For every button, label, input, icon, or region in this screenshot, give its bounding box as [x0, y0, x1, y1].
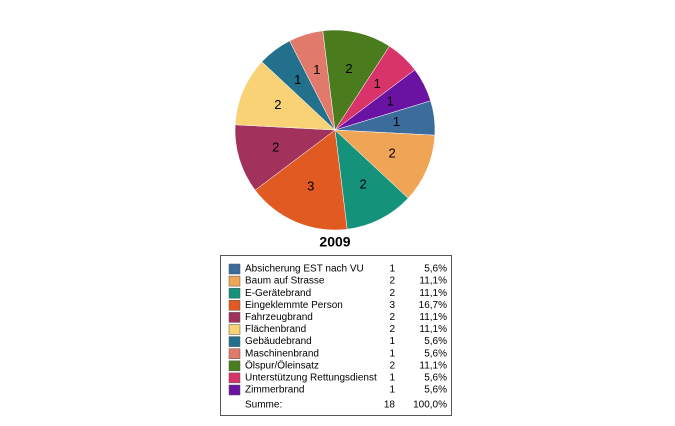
legend-count: 2	[389, 276, 395, 287]
legend-swatch	[228, 324, 241, 335]
pie-slice	[234, 124, 336, 191]
legend-share: 11,1%	[419, 288, 447, 299]
legend-count: 1	[389, 348, 395, 359]
legend-swatch	[228, 360, 241, 372]
legend-count: 1	[389, 373, 395, 384]
legend-label: Flächenbrand	[245, 324, 306, 335]
slice-label: 3	[307, 179, 314, 194]
pie-slice	[322, 29, 390, 131]
legend-count: 2	[389, 288, 395, 299]
slice-label: 2	[388, 146, 395, 161]
legend-label: Baum auf Strasse	[245, 276, 325, 287]
legend-share: 16,7%	[419, 300, 447, 311]
legend-share: 5,6%	[424, 336, 447, 347]
legend-share: 11,1%	[419, 324, 447, 335]
slice-label: 2	[345, 61, 352, 76]
slice-label: 1	[374, 76, 381, 91]
legend-label: Fahrzeugbrand	[245, 312, 313, 323]
legend-label: Maschinenbrand	[245, 348, 319, 359]
legend-swatch	[228, 384, 241, 396]
slice-label: 2	[360, 177, 367, 192]
legend-swatch	[228, 336, 241, 347]
legend-share: 5,6%	[424, 373, 447, 384]
chart-title: 2009	[319, 234, 350, 250]
legend-count: 2	[389, 312, 395, 323]
legend-share: 11,1%	[419, 312, 447, 323]
slice-label: 1	[313, 62, 320, 77]
legend-swatch	[228, 312, 241, 323]
legend-label: Eingeklemmte Person	[245, 300, 343, 311]
pie-slice	[334, 129, 436, 199]
legend-swatch	[228, 372, 241, 384]
slice-label: 1	[294, 72, 301, 87]
pie-slice	[254, 129, 348, 231]
legend-label: Unterstützung Rettungsdienst	[245, 373, 377, 384]
legend-count: 1	[389, 385, 395, 396]
pie-slice	[334, 69, 431, 131]
legend-swatch	[228, 348, 241, 359]
legend-label: Absicherung EST nach VU	[245, 264, 364, 275]
legend-share: 11,1%	[419, 276, 447, 287]
pie-slice	[334, 129, 409, 230]
legend-label: Ölspur/Öleinsatz	[245, 359, 319, 371]
slice-label: 2	[272, 140, 279, 155]
legend-label: Zimmerbrand	[245, 385, 304, 396]
legend-swatch	[228, 263, 241, 275]
legend-share: 5,6%	[424, 348, 447, 359]
legend-count: 2	[389, 324, 395, 335]
legend-swatch	[228, 300, 241, 311]
legend-count: 1	[389, 264, 395, 275]
total-label: Summe:	[245, 400, 282, 411]
legend-label: E-Gerätebrand	[245, 288, 311, 299]
legend-count: 3	[389, 300, 395, 311]
legend-share: 5,6%	[424, 264, 447, 275]
legend-box	[220, 255, 452, 416]
legend-count: 1	[389, 336, 395, 347]
legend-share: 11,1%	[419, 360, 447, 371]
legend-swatch	[228, 287, 241, 299]
slice-label: 2	[274, 97, 281, 112]
legend-label: Gebäudebrand	[245, 336, 312, 347]
slice-label: 1	[387, 93, 394, 108]
legend-swatch	[228, 275, 241, 287]
slice-label: 1	[393, 114, 400, 129]
legend-share: 5,6%	[424, 385, 447, 396]
total-share: 100,0%	[413, 400, 447, 411]
total-count: 18	[384, 400, 396, 411]
legend-count: 2	[389, 360, 395, 371]
pie-slice	[234, 61, 336, 131]
